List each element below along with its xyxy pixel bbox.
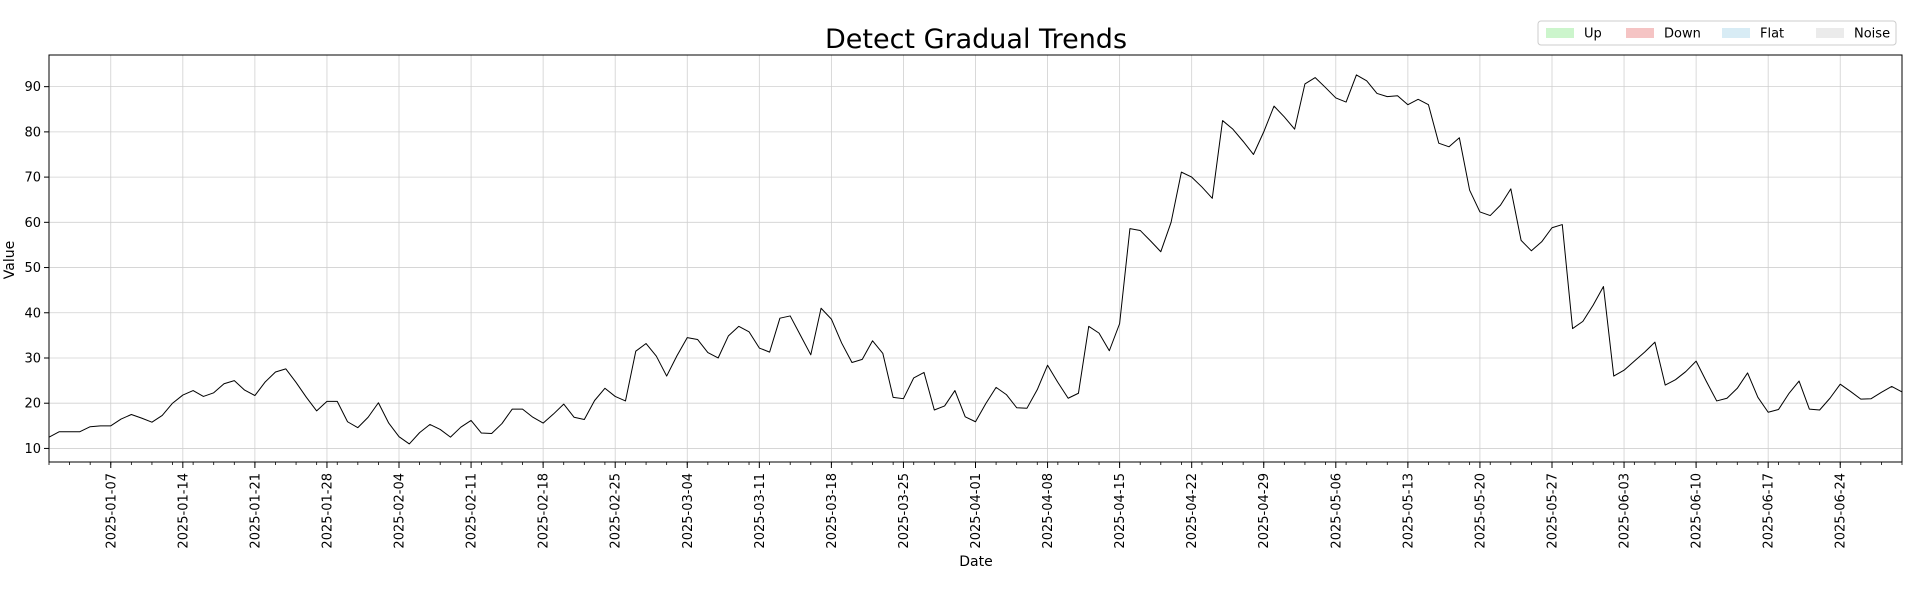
legend: Up Down Flat Noise bbox=[1537, 20, 1897, 46]
legend-frame bbox=[1537, 20, 1897, 46]
legend-swatch-up bbox=[1546, 28, 1574, 38]
y-tick-label: 10 bbox=[24, 442, 41, 457]
y-tick-label: 20 bbox=[24, 397, 41, 412]
legend-swatch-flat bbox=[1722, 28, 1750, 38]
x-tick-label: 2025-02-25 bbox=[609, 473, 624, 549]
legend-label-noise: Noise bbox=[1854, 27, 1890, 42]
x-tick-label: 2025-04-15 bbox=[1113, 473, 1128, 549]
x-tick-label: 2025-05-06 bbox=[1329, 473, 1344, 549]
x-tick-label: 2025-06-03 bbox=[1618, 473, 1633, 549]
y-axis-title: Value bbox=[2, 241, 18, 279]
series-layer bbox=[49, 74, 1902, 445]
x-tick-label: 2025-06-10 bbox=[1690, 473, 1705, 549]
x-tick-label: 2025-06-17 bbox=[1762, 473, 1777, 549]
x-tick-label: 2025-01-14 bbox=[176, 473, 191, 549]
x-tick-label: 2025-03-04 bbox=[681, 473, 696, 549]
x-tick-label: 2025-04-22 bbox=[1185, 473, 1200, 549]
x-tick-label: 2025-03-18 bbox=[825, 473, 840, 549]
x-tick-label: 2025-04-01 bbox=[969, 473, 984, 549]
y-tick-label: 80 bbox=[24, 125, 41, 140]
x-tick-label: 2025-04-08 bbox=[1041, 473, 1056, 549]
x-tick-label: 2025-01-21 bbox=[248, 473, 263, 549]
legend-label-down: Down bbox=[1664, 27, 1701, 42]
chart-title: Detect Gradual Trends bbox=[825, 24, 1127, 55]
y-tick-label: 40 bbox=[24, 306, 41, 321]
x-tick-label: 2025-02-11 bbox=[465, 473, 480, 549]
legend-swatch-noise bbox=[1816, 28, 1844, 38]
x-tick-label: 2025-02-04 bbox=[393, 473, 408, 549]
y-tick-label: 30 bbox=[24, 351, 41, 366]
legend-swatch-down bbox=[1626, 28, 1654, 38]
series-line-0 bbox=[49, 74, 1902, 445]
x-tick-label: 2025-04-29 bbox=[1257, 473, 1272, 549]
x-tick-label: 2025-06-24 bbox=[1834, 473, 1849, 549]
x-tick-label: 2025-02-18 bbox=[537, 473, 552, 549]
legend-label-flat: Flat bbox=[1760, 27, 1784, 42]
x-tick-label: 2025-03-11 bbox=[753, 473, 768, 549]
x-tick-label: 2025-05-13 bbox=[1401, 473, 1416, 549]
x-tick-label: 2025-01-28 bbox=[320, 473, 335, 549]
grid-lines bbox=[49, 55, 1902, 462]
legend-label-up: Up bbox=[1584, 27, 1602, 42]
x-tick-label: 2025-05-27 bbox=[1545, 473, 1560, 549]
y-tick-label: 50 bbox=[24, 261, 41, 276]
x-tick-label: 2025-03-25 bbox=[897, 473, 912, 549]
x-tick-label: 2025-01-07 bbox=[104, 473, 119, 549]
y-tick-label: 60 bbox=[24, 216, 41, 231]
y-tick-label: 70 bbox=[24, 171, 41, 186]
x-tick-label: 2025-05-20 bbox=[1473, 473, 1488, 549]
axes: 10 20 30 40 50 60 70 80 90 2025-01-07 2025-01-14 20… bbox=[24, 80, 1903, 549]
y-tick-label: 90 bbox=[24, 80, 41, 95]
x-axis-title: Date bbox=[959, 554, 992, 570]
